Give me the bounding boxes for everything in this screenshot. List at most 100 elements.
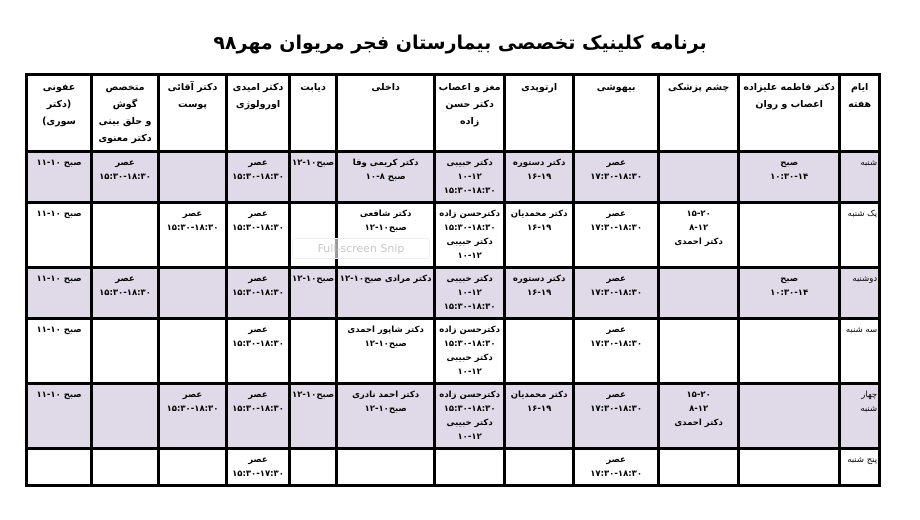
column-header: داخلی xyxy=(335,73,437,153)
cell-text-line: دکتر دستوره xyxy=(512,274,566,284)
cell-text-line: ۱۵:۳۰-۱۸:۳۰ xyxy=(443,223,496,233)
cell-text-line: ۱۷:۳۰-۱۸:۳۰ xyxy=(590,339,643,349)
cell-text-line: ۱۵:۳۰-۱۸:۳۰ xyxy=(99,288,151,298)
cell-text-line: ۱۵:۳۰-۱۸:۳۰ xyxy=(443,339,496,349)
cell-text-line: دکتر حبیبی xyxy=(446,418,493,428)
day-cell: دوشنبه xyxy=(838,266,882,320)
schedule-cell xyxy=(157,150,228,204)
schedule-cell xyxy=(90,447,160,487)
day-cell: یک شنبه xyxy=(838,201,882,269)
cell-text-line: ۱۶-۱۹ xyxy=(526,288,552,298)
cell-text-line: صبح ۱۰-۱۱ xyxy=(36,158,82,168)
cell-text-line: دکتر حبیبی xyxy=(446,353,493,363)
schedule-cell: ۱۵-۲۰ ۸-۱۲ دکتر احمدی xyxy=(657,201,741,269)
cell-text-line: عصر xyxy=(115,158,135,168)
clinic-schedule-table: ایام هفته دکتر فاطمه علیزاده اعصاب و روان چ… xyxy=(25,73,882,487)
schedule-cell: عصر ۱۵:۳۰-۱۸:۳۰ xyxy=(225,317,291,385)
cell-text-line: ۱۵:۳۰-۱۸:۳۰ xyxy=(443,302,496,312)
schedule-cell: عصر ۱۵:۳۰-۱۷:۳۰ xyxy=(225,447,291,487)
schedule-cell: دکتر محمدیان ۱۶-۱۹ xyxy=(503,201,576,269)
table-row: یک شنبه ۱۵-۲۰ ۸-۱۲ دکتر احمدی عصر ۱۷:۳۰-۱۸:۳۰… xyxy=(25,201,882,269)
cell-text-line: عصر xyxy=(182,390,203,400)
schedule-cell: ۱۵-۲۰ ۸-۱۲ دکتر احمدی xyxy=(657,382,741,450)
schedule-cell xyxy=(287,447,339,487)
cell-text-line: صبح ۱۰-۱۱ xyxy=(36,325,82,335)
schedule-cell: صبح ۱۰:۳۰-۱۴ xyxy=(737,150,842,204)
cell-text-line: دکترحسن زاده xyxy=(439,209,500,219)
schedule-cell: دکتر محمدیان ۱۶-۱۹ xyxy=(503,382,576,450)
cell-text-line: صبح۱۰-۱۲ xyxy=(364,339,407,349)
schedule-cell: صبح ۱۰-۱۱ xyxy=(25,150,93,204)
cell-text-line: ۱۷:۳۰-۱۸:۳۰ xyxy=(590,172,643,182)
day-cell: پنج شنبه xyxy=(838,447,882,487)
cell-text-line: عصر xyxy=(115,274,135,284)
cell-text-line: دکتر کریمی وفا xyxy=(352,158,419,168)
table-row: پنج شنبه عصر ۱۷:۳۰-۱۸:۳۰ عصر ۱۵:۳۰-۱۷:۳۰ xyxy=(25,447,882,487)
cell-text-line: ۱۰-۱۲ xyxy=(457,432,482,442)
cell-text-line: عصر xyxy=(248,455,268,465)
cell-text-line: بیهوشی xyxy=(596,82,636,93)
full-screen-snip-overlay[interactable]: Full-screen Snip xyxy=(292,238,430,259)
cell-text-line: دکتر آقائی xyxy=(167,82,218,93)
column-header: متخصص گوش و حلق بینی دکتر معنوی xyxy=(90,73,160,153)
column-header: ارتوپدی xyxy=(503,73,576,153)
cell-text-line: دکتر شافعی xyxy=(359,209,412,219)
cell-text-line: دکتر محمدیان xyxy=(510,209,568,219)
cell-text-line: دکتر مرادی صبح۱۰-۱۲ xyxy=(339,274,432,284)
schedule-cell: صبح ۱۰-۱۱ xyxy=(25,266,93,320)
cell-text-line: عفونی xyxy=(42,82,76,93)
cell-text-line: دکتر امیدی xyxy=(232,82,284,93)
table-header-row: ایام هفته دکتر فاطمه علیزاده اعصاب و روان چ… xyxy=(25,73,882,153)
schedule-cell: عصر ۱۵:۳۰-۱۸:۳۰ xyxy=(225,382,291,450)
schedule-cell: صبح۱۰-۱۲ xyxy=(287,150,339,204)
schedule-cell xyxy=(737,201,842,269)
cell-text-line: ۱۵:۳۰-۱۸:۳۰ xyxy=(232,223,284,233)
cell-text-line: پوست xyxy=(178,99,207,110)
cell-text-line: ۱۶-۱۹ xyxy=(526,172,552,182)
schedule-cell: دکتر کریمی وفا صبح ۸-۱۰ xyxy=(335,150,437,204)
schedule-cell: دکتر دستوره ۱۶-۱۹ xyxy=(503,150,576,204)
cell-text-line: ۱۵:۳۰-۱۷:۳۰ xyxy=(232,469,284,479)
schedule-cell xyxy=(90,382,160,450)
table-row: شنبه صبح ۱۰:۳۰-۱۴ عصر ۱۷:۳۰-۱۸:۳۰ دکتر دستوره… xyxy=(25,150,882,204)
cell-text-line: اورولوژی xyxy=(235,99,281,110)
column-header: ایام هفته xyxy=(838,73,882,153)
cell-text-line: دکترحسن زاده xyxy=(439,390,500,400)
cell-text-line: دکتر حبیبی xyxy=(446,158,493,168)
table-row: سه شنبه عصر ۱۷:۳۰-۱۸:۳۰ دکترحسن زاده ۱۵:۳۰-۱… xyxy=(25,317,882,385)
schedule-cell xyxy=(657,266,741,320)
schedule-cell: عصر ۱۷:۳۰-۱۸:۳۰ xyxy=(572,201,661,269)
cell-text-line: ۱۵:۳۰-۱۸:۳۰ xyxy=(166,223,219,233)
cell-text-line: صبح ۸-۱۰ xyxy=(365,172,406,182)
cell-text-line: مغز و اعصاب xyxy=(438,82,501,93)
schedule-cell: عصر ۱۵:۳۰-۱۸:۳۰ xyxy=(157,382,228,450)
cell-text-line: صبح۱۰-۱۲ xyxy=(292,274,335,284)
table-row: چهار شنبه ۱۵-۲۰ ۸-۱۲ دکتر احمدی عصر ۱۷:۳۰-۱۸:… xyxy=(25,382,882,450)
cell-text-line: دکتر احمدی xyxy=(674,237,723,247)
cell-text-line: داخلی xyxy=(371,82,400,93)
cell-text-line: ۱۷:۳۰-۱۸:۳۰ xyxy=(590,469,643,479)
cell-text-line: دکتر احمد نادری xyxy=(352,390,420,400)
cell-text-line: دکتر معنوی xyxy=(98,133,152,144)
schedule-cell: دکتر احمد نادری صبح۱۰-۱۲ xyxy=(335,382,437,450)
cell-text-line: (دکتر سوری) xyxy=(42,99,76,127)
column-header: بیهوشی xyxy=(572,73,661,153)
cell-text-line: صبح۱۰-۱۲ xyxy=(364,223,407,233)
cell-text-line: ۱۶-۱۹ xyxy=(526,223,552,233)
cell-text-line: عصر xyxy=(606,158,626,168)
cell-text-line: دکتر شاپور احمدی xyxy=(347,325,424,335)
schedule-cell xyxy=(737,382,842,450)
column-header: دکتر آقائی پوست xyxy=(157,73,228,153)
cell-text-line: دکتر حبیبی xyxy=(446,237,493,247)
schedule-cell xyxy=(90,201,160,269)
cell-text-line: ۱۵:۳۰-۱۸:۳۰ xyxy=(166,404,219,414)
schedule-cell xyxy=(157,317,228,385)
schedule-cell: دکتر دستوره ۱۶-۱۹ xyxy=(503,266,576,320)
cell-text-line: ۱۵:۳۰-۱۸:۳۰ xyxy=(232,172,284,182)
cell-text-line: ۱۷:۳۰-۱۸:۳۰ xyxy=(590,404,643,414)
schedule-cell: عصر ۱۵:۳۰-۱۸:۳۰ xyxy=(90,266,160,320)
cell-text-line: ۱۵:۳۰-۱۸:۳۰ xyxy=(99,172,151,182)
schedule-cell: صبح ۱۰:۳۰-۱۴ xyxy=(737,266,842,320)
schedule-cell: عصر ۱۷:۳۰-۱۸:۳۰ xyxy=(572,150,661,204)
cell-text-line: صبح ۱۰-۱۱ xyxy=(36,274,82,284)
